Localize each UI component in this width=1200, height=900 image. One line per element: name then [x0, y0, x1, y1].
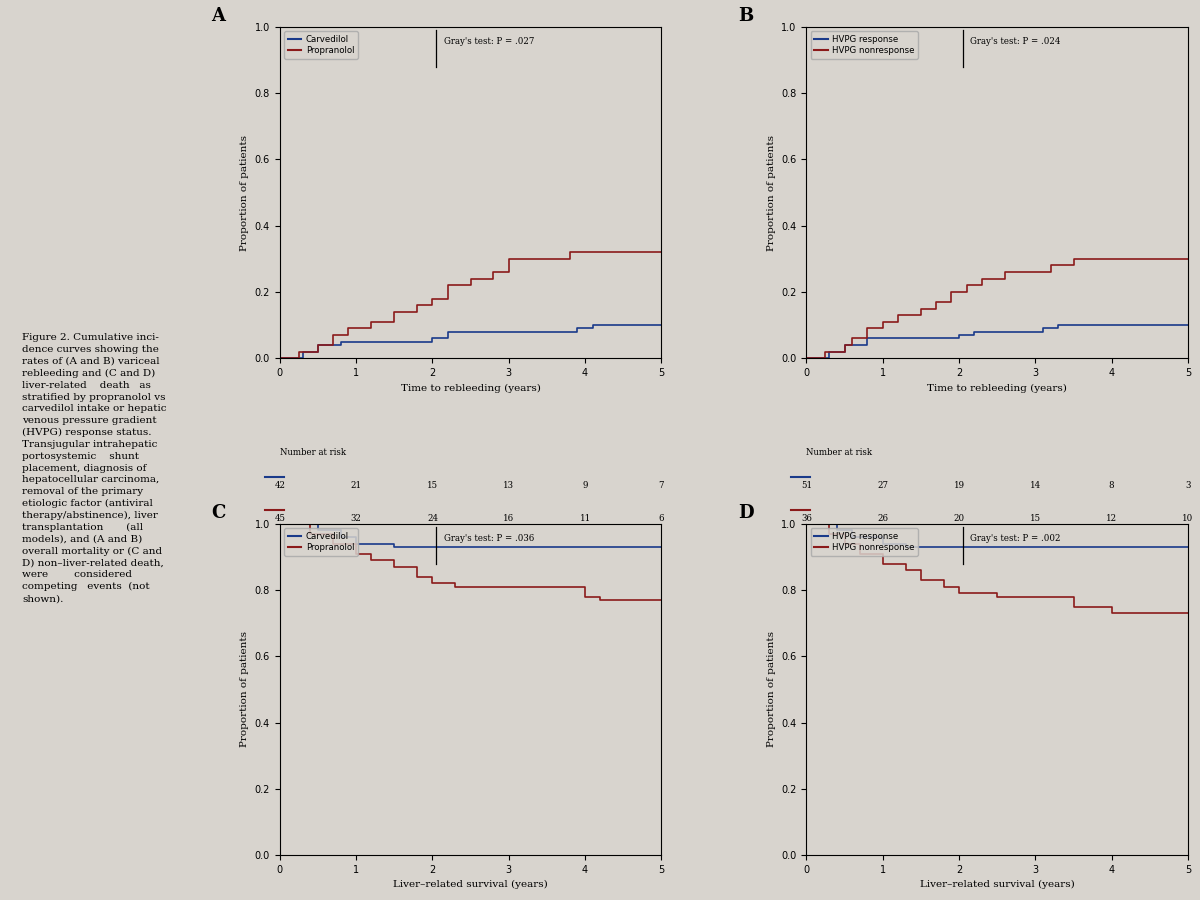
Text: 24: 24 — [427, 514, 438, 523]
Y-axis label: Proportion of patients: Proportion of patients — [240, 135, 250, 250]
X-axis label: Liver–related survival (years): Liver–related survival (years) — [394, 880, 548, 889]
Text: C: C — [211, 504, 226, 522]
Text: 10: 10 — [1182, 514, 1194, 523]
Y-axis label: Proportion of patients: Proportion of patients — [240, 632, 250, 747]
Text: 8: 8 — [1109, 481, 1115, 490]
Text: 16: 16 — [503, 514, 515, 523]
Text: Gray's test: P = .002: Gray's test: P = .002 — [971, 534, 1061, 543]
Text: 9: 9 — [582, 481, 588, 490]
Text: 13: 13 — [503, 481, 515, 490]
Text: Gray's test: P = .024: Gray's test: P = .024 — [971, 37, 1061, 46]
Text: 26: 26 — [877, 514, 888, 523]
Text: 32: 32 — [350, 514, 361, 523]
Text: Gray's test: P = .036: Gray's test: P = .036 — [444, 534, 534, 543]
Text: 20: 20 — [954, 514, 965, 523]
Legend: Carvedilol, Propranolol: Carvedilol, Propranolol — [284, 32, 358, 58]
Legend: HVPG response, HVPG nonresponse: HVPG response, HVPG nonresponse — [811, 32, 918, 58]
Text: 27: 27 — [877, 481, 888, 490]
Text: 11: 11 — [580, 514, 590, 523]
Text: 14: 14 — [1030, 481, 1040, 490]
Text: Number at risk: Number at risk — [280, 447, 346, 456]
Text: Gray's test: P = .027: Gray's test: P = .027 — [444, 37, 534, 46]
Y-axis label: Proportion of patients: Proportion of patients — [767, 632, 775, 747]
Text: 15: 15 — [427, 481, 438, 490]
Text: 42: 42 — [275, 481, 286, 490]
Legend: Carvedilol, Propranolol: Carvedilol, Propranolol — [284, 528, 358, 555]
Text: 36: 36 — [800, 514, 812, 523]
Text: D: D — [738, 504, 754, 522]
Text: 12: 12 — [1106, 514, 1117, 523]
Legend: HVPG response, HVPG nonresponse: HVPG response, HVPG nonresponse — [811, 528, 918, 555]
X-axis label: Time to rebleeding (years): Time to rebleeding (years) — [928, 383, 1067, 392]
Text: B: B — [738, 7, 752, 25]
Text: 15: 15 — [1030, 514, 1040, 523]
Text: 21: 21 — [350, 481, 361, 490]
Text: A: A — [211, 7, 226, 25]
Text: 51: 51 — [800, 481, 812, 490]
Y-axis label: Proportion of patients: Proportion of patients — [767, 135, 775, 250]
Text: Figure 2. Cumulative inci-
dence curves showing the
rates of (A and B) variceal
: Figure 2. Cumulative inci- dence curves … — [23, 333, 167, 603]
Text: 7: 7 — [659, 481, 664, 490]
X-axis label: Time to rebleeding (years): Time to rebleeding (years) — [401, 383, 540, 392]
Text: Number at risk: Number at risk — [806, 447, 872, 456]
Text: 19: 19 — [954, 481, 965, 490]
Text: 3: 3 — [1186, 481, 1190, 490]
Text: 6: 6 — [659, 514, 664, 523]
X-axis label: Liver–related survival (years): Liver–related survival (years) — [920, 880, 1074, 889]
Text: 45: 45 — [275, 514, 286, 523]
